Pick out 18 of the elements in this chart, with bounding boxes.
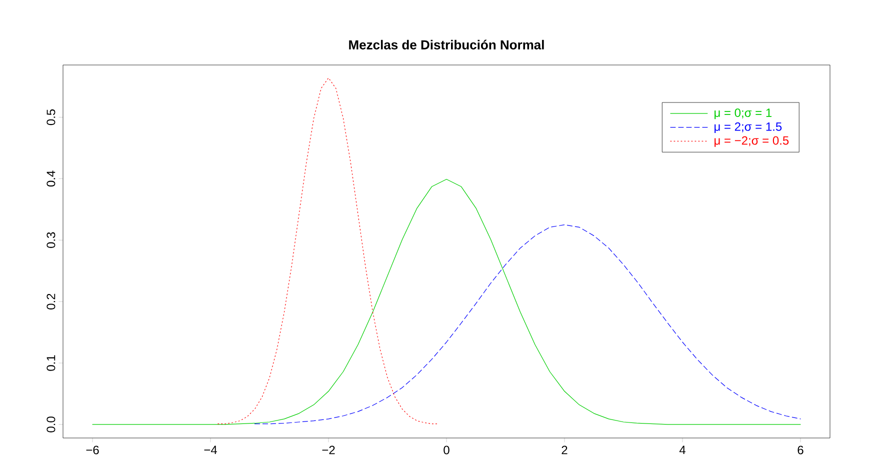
x-tick-label: 6 bbox=[798, 446, 804, 454]
x-tick-label: 4 bbox=[679, 446, 686, 454]
y-tick-label: 0.5 bbox=[46, 109, 56, 126]
x-tick-label: 0 bbox=[444, 446, 450, 454]
x-tick-label: −4 bbox=[204, 446, 217, 454]
y-tick-label: 0.0 bbox=[46, 416, 56, 432]
x-tick-label: 2 bbox=[562, 446, 568, 454]
line-series bbox=[254, 224, 801, 424]
legend-label: μ = 2;σ = 1.5 bbox=[714, 122, 782, 134]
legend-label: μ = −2;σ = 0.5 bbox=[714, 136, 789, 147]
y-tick-label: 0.1 bbox=[46, 355, 56, 371]
x-tick-label: −6 bbox=[86, 446, 99, 454]
y-tick-label: 0.2 bbox=[46, 294, 56, 310]
y-tick-label: 0.3 bbox=[46, 232, 56, 248]
chart-title: Mezclas de Distribución Normal bbox=[349, 40, 544, 50]
y-tick-label: 0.4 bbox=[46, 170, 56, 187]
x-tick-label: −2 bbox=[322, 446, 335, 454]
legend-label: μ = 0;σ = 1 bbox=[714, 108, 772, 120]
